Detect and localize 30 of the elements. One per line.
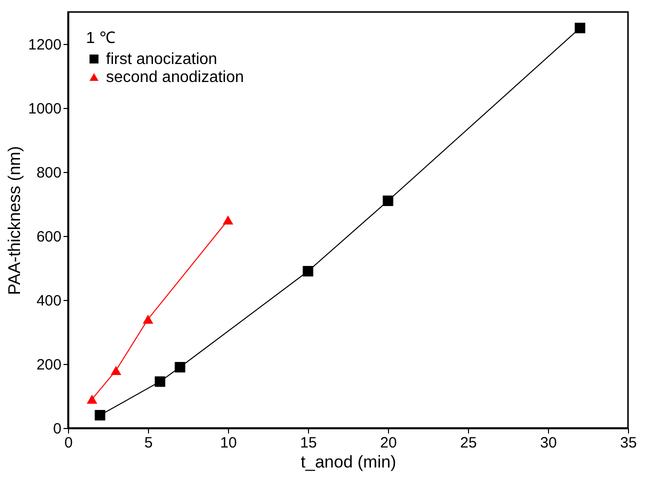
x-tick-label: 35 [620, 434, 637, 452]
point [382, 196, 394, 206]
x-tick-label: 0 [64, 434, 73, 452]
y-tick-label: 200 [36, 356, 62, 374]
legend-title: 1 ℃ [86, 30, 116, 47]
point [86, 394, 98, 404]
y-tick-label: 600 [36, 228, 62, 246]
y-tick-label: 800 [36, 164, 62, 182]
point [142, 314, 154, 324]
x-tick-label: 30 [540, 434, 557, 452]
y-tick-label: 0 [53, 420, 62, 438]
point [154, 376, 166, 387]
point [94, 410, 106, 420]
y-tick-label: 1200 [28, 36, 62, 54]
x-tick-label: 25 [460, 434, 477, 452]
x-axis-title: t_anod (min) [300, 452, 396, 472]
y-tick-label: 400 [36, 292, 62, 310]
y-axis-title: PAA-thickness (nm) [5, 146, 24, 295]
x-tick-label: 5 [144, 434, 153, 452]
legend-label: second anodization [106, 69, 244, 86]
y-tick-label: 1000 [28, 100, 62, 118]
x-tick-label: 15 [300, 434, 317, 452]
point [110, 366, 122, 375]
x-tick-label: 20 [380, 434, 397, 452]
legend-label: first anocization [106, 51, 218, 68]
point [174, 362, 186, 372]
point [574, 22, 586, 34]
x-tick-label: 10 [220, 434, 237, 452]
point [302, 266, 314, 276]
point [222, 215, 234, 225]
